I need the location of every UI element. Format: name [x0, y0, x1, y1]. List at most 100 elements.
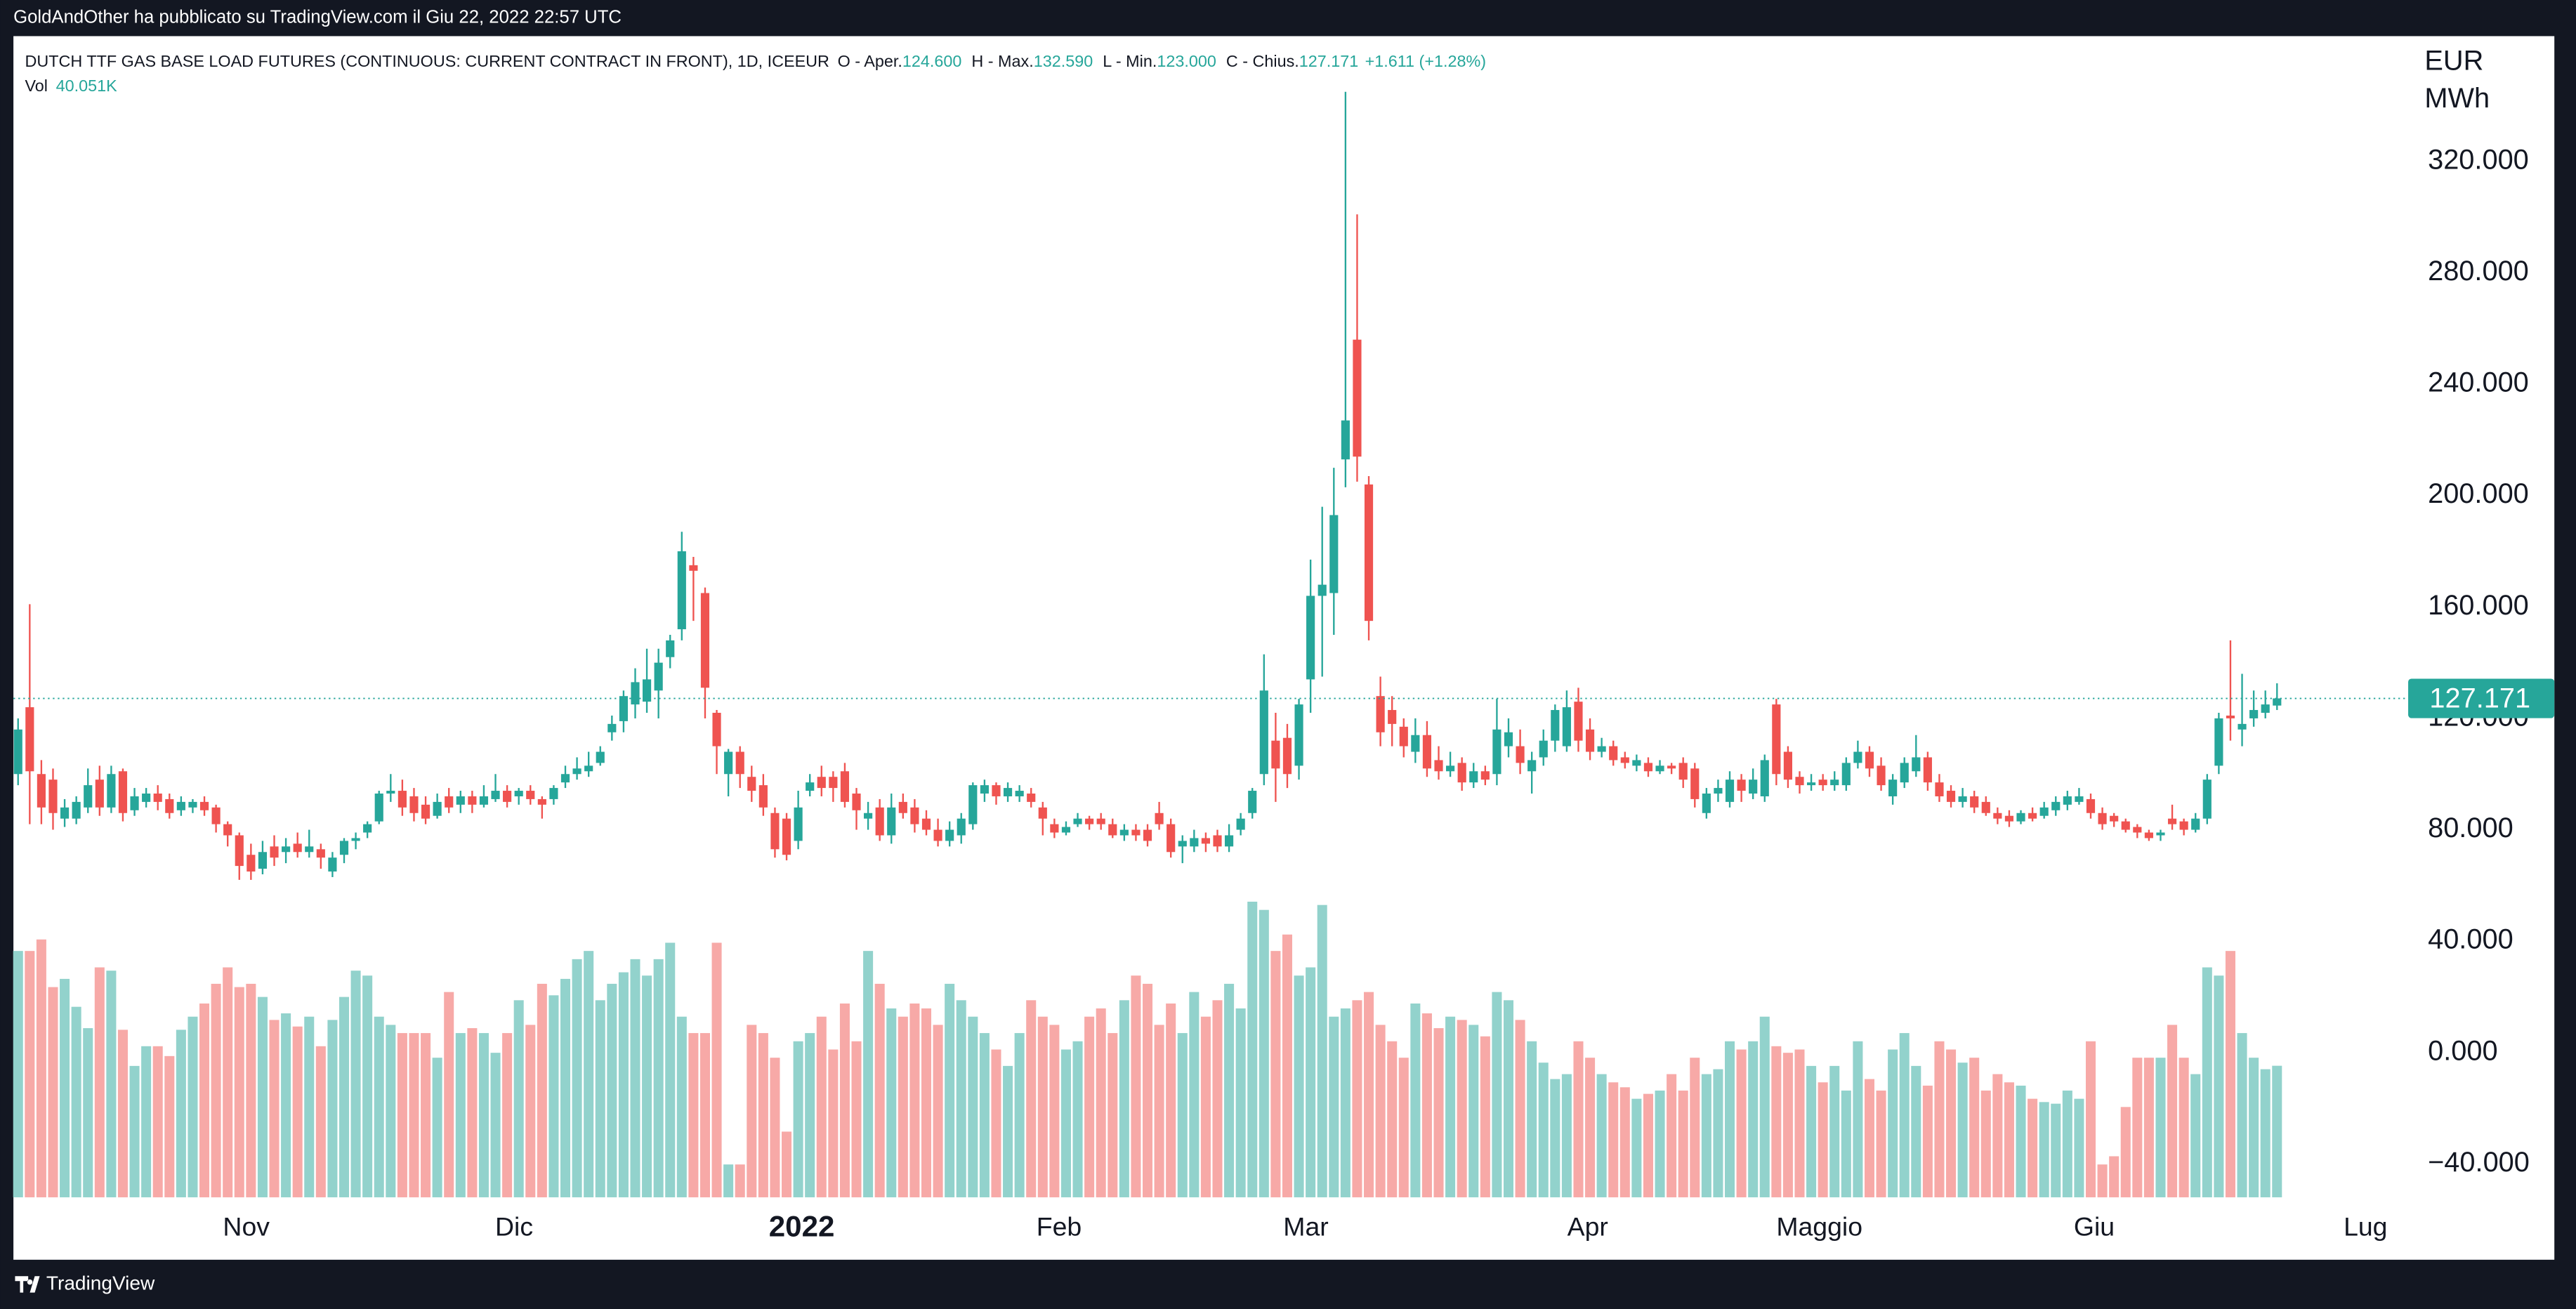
volume-bar [1608, 1082, 1619, 1197]
volume-bar [933, 1025, 943, 1197]
candle-body [1248, 791, 1257, 813]
volume-bar [2039, 1102, 2049, 1197]
volume-bar [1631, 1098, 1642, 1197]
volume-bar [188, 1016, 198, 1197]
candle-body [1678, 763, 1688, 780]
candle-body [1690, 768, 1700, 799]
y-tick-label: 200.000 [2428, 478, 2529, 509]
volume-bar [839, 1003, 850, 1197]
candle-body [1946, 791, 1956, 802]
candle-body [1806, 782, 1816, 786]
candle-body [700, 593, 710, 688]
volume-bar [467, 1028, 478, 1197]
volume-bar [129, 1065, 140, 1197]
candle-body [747, 777, 756, 791]
candle-body [1865, 751, 1874, 769]
candle-body [1551, 710, 1560, 741]
volume-bar [1527, 1041, 1537, 1197]
candle-body [316, 849, 325, 858]
volume-bar [688, 1033, 699, 1197]
candle-body [2191, 818, 2200, 830]
candle-body [1539, 740, 1548, 758]
volume-bar [1829, 1065, 1840, 1197]
volume-bar [735, 1164, 745, 1197]
volume-bar [1096, 1008, 1106, 1197]
candle-body [1119, 829, 1129, 836]
y-tick-label: −40.000 [2428, 1147, 2530, 1178]
volume-bar [1911, 1065, 1921, 1197]
candle-body [153, 794, 162, 802]
volume-bar [2167, 1025, 2178, 1197]
volume-bar [1619, 1087, 1630, 1197]
candle-body [1178, 841, 1187, 847]
volume-bar [1306, 967, 1316, 1197]
volume-bar [1294, 975, 1304, 1197]
candle-body [1388, 710, 1397, 724]
volume-bar [665, 942, 676, 1197]
candle-body [1609, 746, 1618, 761]
candle-body [1294, 704, 1303, 766]
x-tick-label: 2022 [769, 1210, 835, 1243]
candle-body [572, 768, 581, 775]
candle-body [142, 794, 151, 802]
candle-body [549, 788, 558, 799]
candle-body [1504, 732, 1513, 746]
volume-bar [991, 1049, 1001, 1197]
candle-body [2028, 813, 2037, 819]
candle-body [223, 824, 232, 836]
candle-body [1271, 740, 1280, 769]
candle-body [1364, 484, 1374, 621]
volume-bar [1643, 1093, 1653, 1197]
volume-bar [1969, 1058, 1980, 1197]
x-tick-label: Nov [223, 1211, 270, 1241]
candle-body [1597, 746, 1606, 752]
volume-bar [490, 1053, 501, 1197]
volume-bar [2260, 1069, 2271, 1197]
volume-bar [898, 1016, 908, 1197]
volume-bar [1154, 1025, 1164, 1197]
candle-body [374, 794, 383, 822]
candle-body [875, 807, 884, 836]
candle-body [2098, 813, 2107, 824]
volume-bar [770, 1058, 780, 1197]
volume-bar [1014, 1033, 1025, 1197]
candle-body [758, 785, 768, 808]
volume-bar [2272, 1065, 2282, 1197]
volume-bar [281, 1013, 291, 1197]
candle-body [817, 777, 826, 789]
candle-body [631, 682, 640, 705]
candle-body [25, 707, 34, 772]
volume-value: 40.051K [56, 77, 117, 95]
candle-body [957, 818, 966, 836]
volume-bar [747, 1025, 757, 1197]
candle-body [980, 785, 989, 794]
volume-bar [1667, 1074, 1677, 1197]
volume-bar [1841, 1090, 1851, 1197]
volume-bar [1200, 1016, 1211, 1197]
candle-body [503, 791, 512, 802]
candle-body [328, 857, 337, 872]
volume-bar [2062, 1090, 2072, 1197]
volume-bar [455, 1033, 466, 1197]
volume-bar [2085, 1041, 2096, 1197]
volume-bar [362, 975, 373, 1197]
volume-bar [979, 1033, 990, 1197]
candle-body [1783, 751, 1792, 780]
candle-body [1970, 796, 1979, 808]
volume-bar [397, 1033, 407, 1197]
candle-body [921, 818, 931, 830]
volume-bar [106, 971, 117, 1197]
volume-bar [956, 1000, 966, 1197]
volume-bar [2237, 1033, 2247, 1197]
candle-body [409, 796, 419, 813]
volume-bar [607, 983, 617, 1197]
candle-body [1376, 696, 1385, 732]
candle-body [468, 796, 477, 805]
candle-body [258, 852, 268, 869]
candle-body [1655, 765, 1664, 772]
candle-body [2016, 813, 2025, 822]
volume-bar [2179, 1058, 2189, 1197]
volume-bar [1364, 992, 1374, 1197]
volume-bar [1340, 1008, 1351, 1197]
candle-body [445, 796, 454, 808]
